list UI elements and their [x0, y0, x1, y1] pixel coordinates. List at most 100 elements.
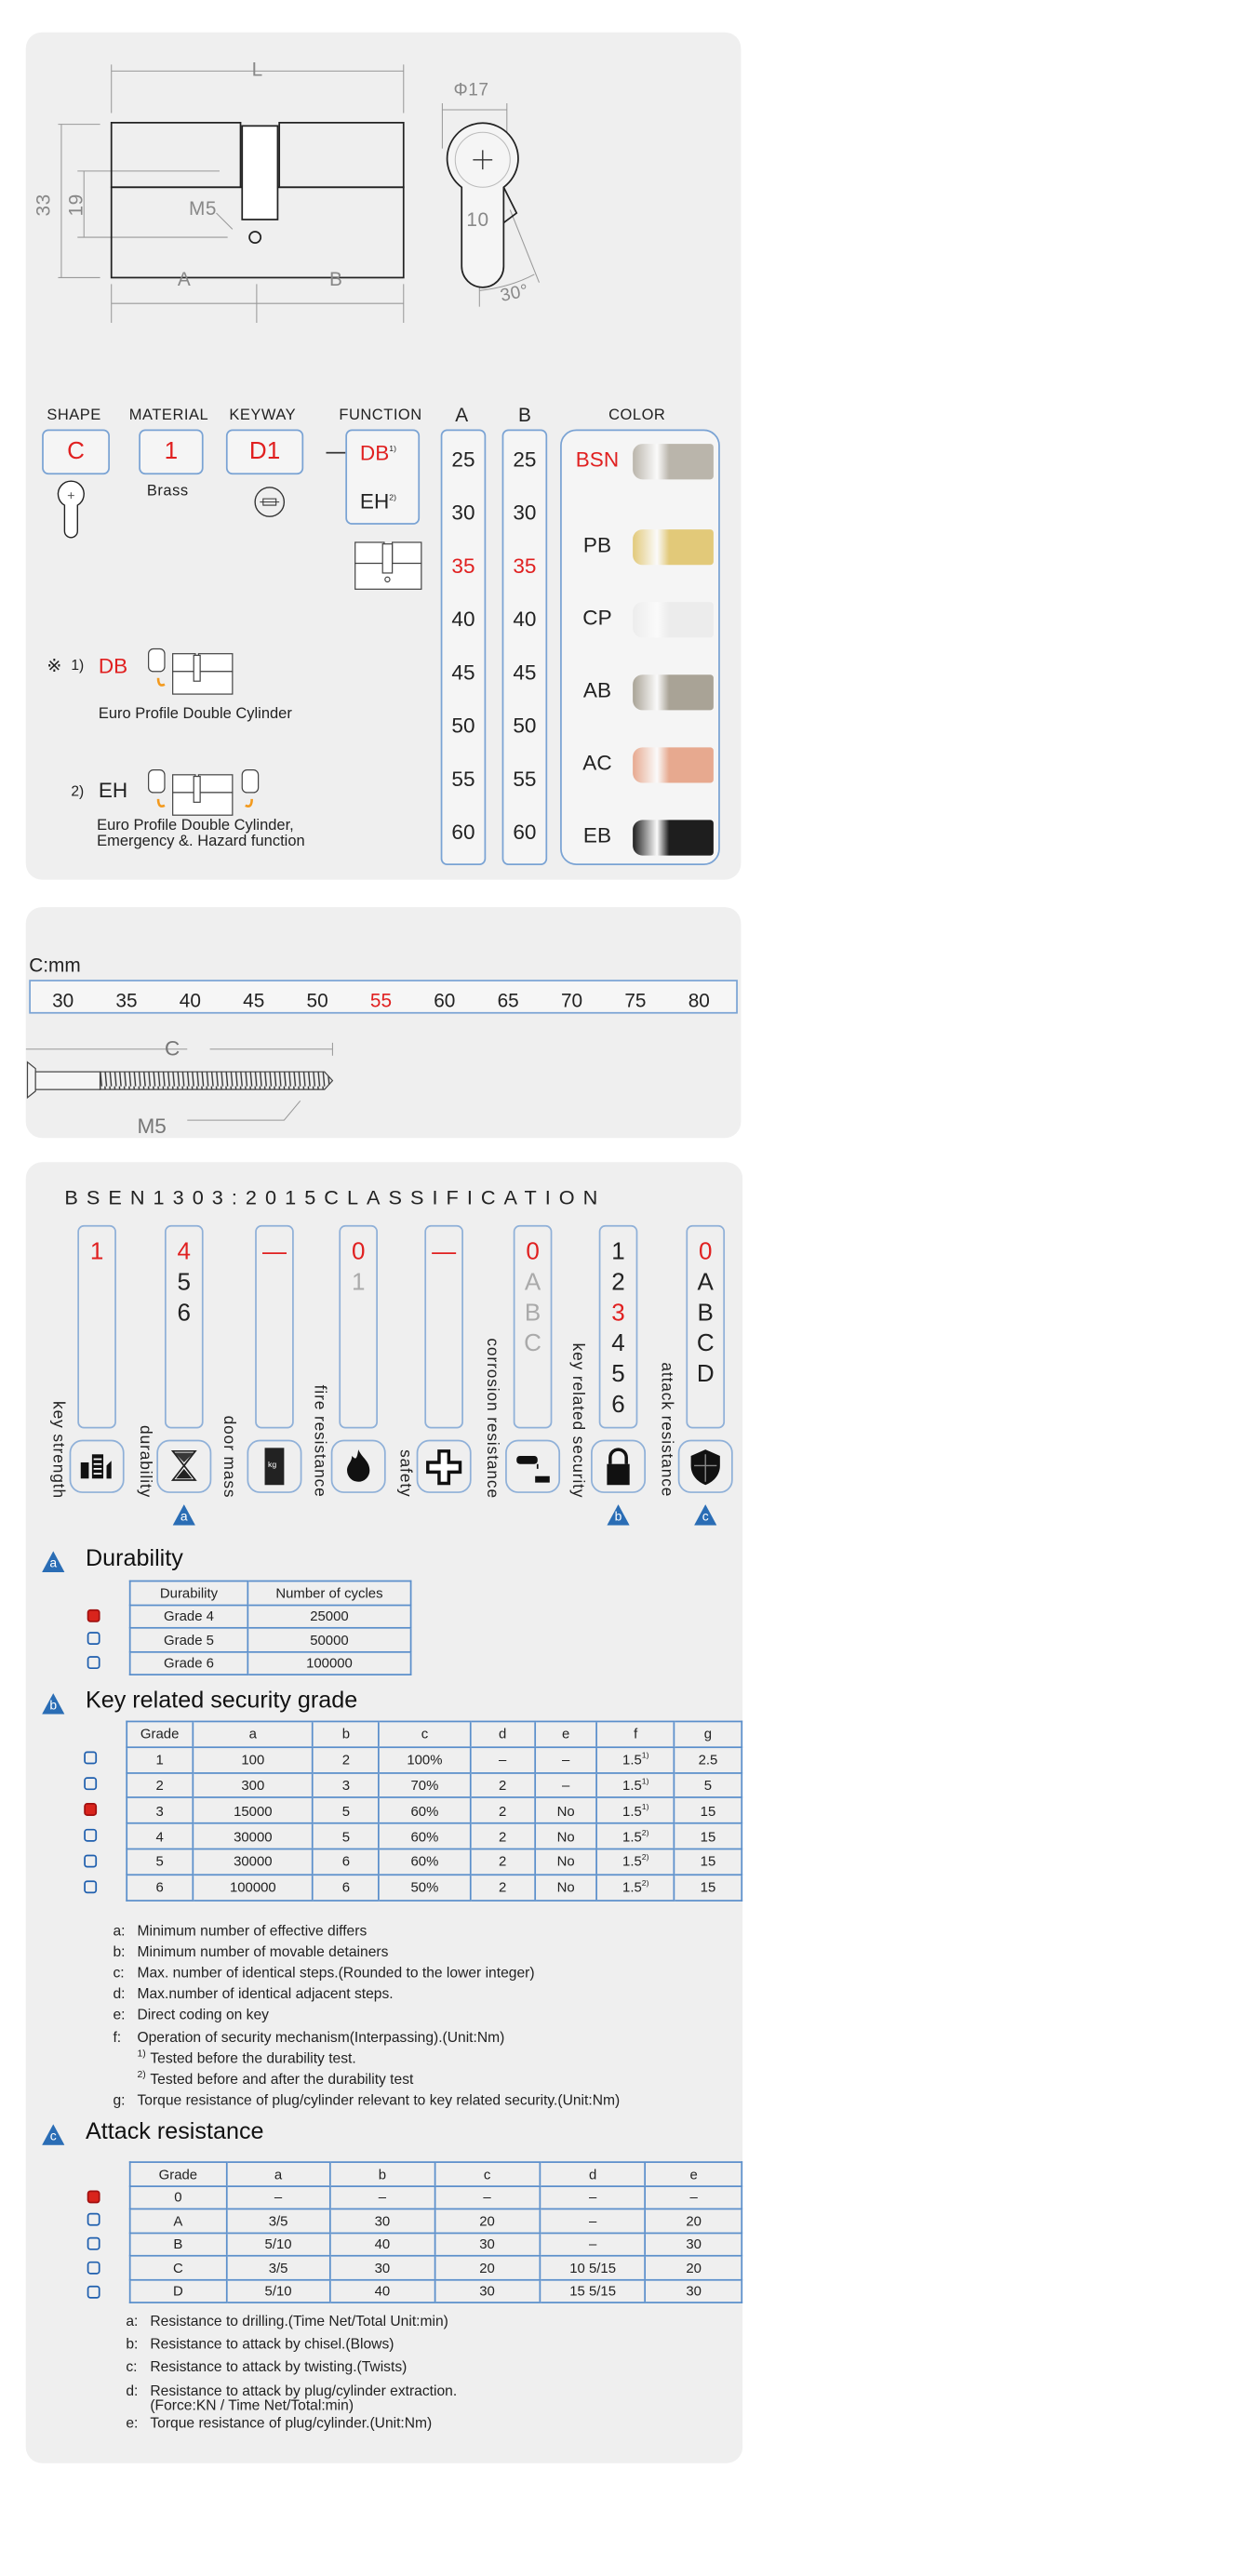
table-cell: – [469, 1746, 535, 1774]
legend-item: d: Max.number of identical adjacent steps… [113, 1986, 393, 2002]
a-length-option[interactable]: 25 [451, 447, 475, 472]
a-length-option[interactable]: 50 [451, 713, 475, 738]
cell-value: 5/10 [264, 2282, 292, 2300]
classification-value: B [524, 1299, 541, 1328]
cell-value: 70% [410, 1777, 439, 1794]
dim-A: A [177, 268, 192, 291]
b-length-option[interactable]: 55 [513, 767, 537, 792]
cell-footnote: 1) [641, 1752, 649, 1762]
table-cell: 3 [312, 1772, 380, 1799]
classification-value: 3 [611, 1299, 625, 1328]
screw-length-option[interactable]: 60 [434, 989, 456, 1012]
shape-value-box[interactable]: C [42, 429, 110, 475]
grade-checkbox[interactable] [87, 2284, 100, 2298]
screw-length-option[interactable]: 45 [243, 989, 265, 1012]
b-length-option[interactable]: 45 [513, 660, 537, 685]
table-cell: 20 [433, 2255, 541, 2280]
grade-checkbox[interactable] [84, 1828, 98, 1842]
color-option-cp[interactable]: CP [565, 586, 716, 638]
classification-label: key related security [568, 1342, 586, 1499]
table-cell: 5 [126, 1849, 194, 1875]
grade-checkbox[interactable] [87, 2189, 100, 2203]
reference-marker-c: c [694, 1504, 717, 1526]
b-length-option[interactable]: 30 [513, 500, 537, 525]
cell-value: 2 [498, 1802, 507, 1820]
screw-length-option[interactable]: 80 [688, 989, 710, 1012]
a-length-option[interactable]: 45 [451, 660, 475, 685]
screw-length-option[interactable]: 35 [115, 989, 138, 1012]
legend-key: a: [113, 1922, 126, 1939]
grade-checkbox[interactable] [84, 1803, 98, 1816]
cell-value: 30000 [234, 1828, 273, 1845]
color-option-ab[interactable]: AB [565, 659, 716, 711]
table-cell: Grade 4 [128, 1604, 248, 1629]
reference-marker-b: b [42, 1693, 65, 1715]
grade-checkbox[interactable] [87, 2261, 100, 2275]
classification-value: 6 [611, 1391, 625, 1420]
material-value-box[interactable]: 1 [139, 429, 204, 475]
grade-checkbox[interactable] [84, 1751, 98, 1765]
grade-checkbox[interactable] [84, 1854, 98, 1868]
table-cell: 30 [329, 2255, 434, 2280]
b-length-option[interactable]: 50 [513, 713, 537, 738]
classification-value: C [696, 1329, 715, 1358]
color-option-bsn[interactable]: BSN [565, 441, 716, 483]
b-length-option[interactable]: 40 [513, 607, 537, 632]
column-header: e [533, 1720, 597, 1748]
screw-length-option[interactable]: 50 [306, 989, 328, 1012]
screw-drawing [25, 1042, 334, 1121]
table-cell: 5/10 [225, 2278, 331, 2303]
color-option-eb[interactable]: EB [565, 804, 716, 856]
grade-checkbox[interactable] [87, 2236, 100, 2250]
screw-length-ruler: 30 35 40 45 50 55 60 65 70 75 80 [29, 980, 738, 1014]
color-option-ac[interactable]: AC [565, 731, 716, 783]
classification-value: 5 [177, 1268, 192, 1297]
function-option-eh[interactable]: EH2) [360, 489, 396, 514]
note-eh-num: 2) [71, 782, 85, 799]
a-length-option[interactable]: 60 [451, 820, 475, 845]
cell-value: 60% [410, 1802, 439, 1820]
legend-item: 2) Tested before and after the durability… [137, 2071, 413, 2087]
cell-value: A [173, 2212, 183, 2229]
screw-length-option[interactable]: 55 [369, 989, 393, 1012]
b-length-option[interactable]: 25 [513, 447, 537, 472]
column-header: Grade [128, 2161, 227, 2187]
legend-text: (Force:KN / Time Net/Total:min) [150, 2396, 354, 2413]
grade-checkbox[interactable] [87, 2213, 100, 2227]
keyway-value-box[interactable]: D1 [225, 429, 304, 475]
screw-length-option[interactable]: 40 [179, 989, 201, 1012]
screw-length-option[interactable]: 65 [497, 989, 519, 1012]
screw-length-option[interactable]: 70 [560, 989, 583, 1012]
table-cell: A [128, 2209, 227, 2234]
corrosion-icon [516, 1455, 550, 1482]
door-mass-icon-box: kg [247, 1439, 302, 1493]
screw-length-option[interactable]: 30 [52, 989, 74, 1012]
table-row: 6 100000 6 50% 2 No 1.52) 15 [126, 1874, 743, 1902]
cell-value: Grade 5 [164, 1631, 214, 1648]
a-length-option[interactable]: 35 [451, 554, 475, 579]
cell-value: 30 [374, 2212, 391, 2229]
cell-value: 3/5 [268, 2259, 288, 2276]
a-length-option[interactable]: 55 [451, 767, 475, 792]
color-option-pb[interactable]: PB [565, 514, 716, 566]
legend-key: a: [126, 2313, 139, 2329]
table-row: 3 15000 5 60% 2 No 1.51) 15 [126, 1797, 743, 1824]
table-cell: 60% [378, 1797, 471, 1824]
grade-checkbox[interactable] [84, 1880, 98, 1894]
table-cell: 40 [329, 2278, 434, 2303]
function-option-db[interactable]: DB1) [360, 441, 396, 465]
screw-length-option[interactable]: 75 [624, 989, 647, 1012]
b-length-option[interactable]: 60 [513, 820, 537, 845]
grade-checkbox[interactable] [84, 1777, 98, 1791]
b-length-option[interactable]: 35 [513, 554, 537, 579]
grade-checkbox[interactable] [87, 1608, 100, 1622]
grade-checkbox[interactable] [87, 1632, 100, 1646]
a-length-option[interactable]: 30 [451, 500, 475, 525]
door-mass-icon: kg [264, 1447, 285, 1485]
a-length-option[interactable]: 40 [451, 607, 475, 632]
table-row: 2 300 3 70% 2 – 1.51) 5 [126, 1772, 743, 1799]
table-cell: 100000 [192, 1874, 314, 1902]
a-length-column: 25 30 35 40 45 50 55 60 [440, 429, 487, 865]
grade-checkbox[interactable] [87, 1656, 100, 1670]
